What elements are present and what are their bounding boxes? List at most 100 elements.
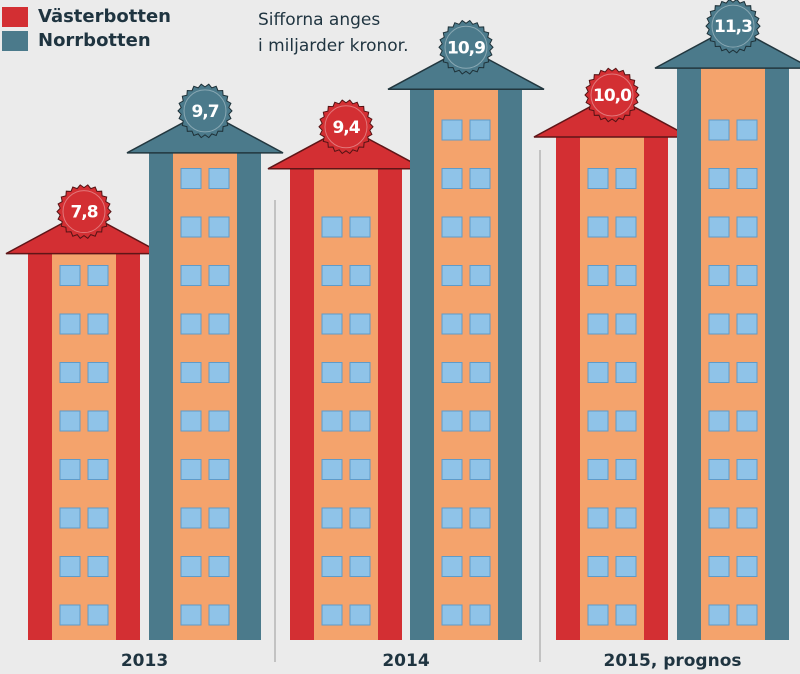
window xyxy=(470,363,490,383)
x-tick-label: 2013 xyxy=(121,651,168,671)
window xyxy=(350,217,370,237)
window xyxy=(470,314,490,334)
window xyxy=(209,557,229,577)
window xyxy=(709,411,729,431)
window xyxy=(350,605,370,625)
window xyxy=(470,508,490,528)
window xyxy=(616,314,636,334)
window xyxy=(209,266,229,286)
window xyxy=(181,508,201,528)
window xyxy=(322,411,342,431)
window xyxy=(350,557,370,577)
window xyxy=(209,169,229,189)
window xyxy=(442,314,462,334)
window xyxy=(209,314,229,334)
value-label: 10,9 xyxy=(447,38,485,58)
window xyxy=(322,460,342,480)
window xyxy=(88,314,108,334)
window xyxy=(350,266,370,286)
window xyxy=(616,266,636,286)
value-label: 9,4 xyxy=(332,118,360,138)
window xyxy=(181,169,201,189)
window xyxy=(470,120,490,140)
window xyxy=(442,605,462,625)
x-tick-label: 2015, prognos xyxy=(604,651,742,671)
window xyxy=(737,460,757,480)
window xyxy=(350,460,370,480)
window xyxy=(350,363,370,383)
window xyxy=(588,266,608,286)
window xyxy=(709,217,729,237)
window xyxy=(588,557,608,577)
window xyxy=(616,363,636,383)
window xyxy=(209,460,229,480)
window xyxy=(709,363,729,383)
window xyxy=(737,363,757,383)
window xyxy=(442,411,462,431)
window xyxy=(181,557,201,577)
x-tick-label: 2014 xyxy=(382,651,429,671)
window xyxy=(60,557,80,577)
window xyxy=(470,217,490,237)
window xyxy=(181,411,201,431)
window xyxy=(88,266,108,286)
window xyxy=(181,314,201,334)
window xyxy=(737,169,757,189)
window xyxy=(470,266,490,286)
window xyxy=(442,266,462,286)
window xyxy=(209,217,229,237)
window xyxy=(616,460,636,480)
window xyxy=(88,605,108,625)
window xyxy=(442,217,462,237)
window xyxy=(181,460,201,480)
window xyxy=(322,363,342,383)
window xyxy=(616,557,636,577)
window xyxy=(588,217,608,237)
window xyxy=(709,120,729,140)
window xyxy=(709,169,729,189)
window xyxy=(181,266,201,286)
window xyxy=(737,266,757,286)
window xyxy=(737,411,757,431)
window xyxy=(60,605,80,625)
window xyxy=(588,411,608,431)
window xyxy=(88,557,108,577)
window xyxy=(88,363,108,383)
legend-swatch xyxy=(2,7,28,27)
window xyxy=(60,411,80,431)
window xyxy=(737,120,757,140)
window xyxy=(709,266,729,286)
window xyxy=(470,411,490,431)
window xyxy=(616,169,636,189)
window xyxy=(588,605,608,625)
window xyxy=(322,508,342,528)
window xyxy=(322,557,342,577)
window xyxy=(588,460,608,480)
window xyxy=(181,363,201,383)
window xyxy=(709,314,729,334)
window xyxy=(322,605,342,625)
window xyxy=(737,508,757,528)
window xyxy=(588,169,608,189)
window xyxy=(60,460,80,480)
window xyxy=(350,508,370,528)
window xyxy=(470,460,490,480)
window xyxy=(737,314,757,334)
window xyxy=(209,605,229,625)
window xyxy=(616,411,636,431)
legend-swatch xyxy=(2,31,28,51)
window xyxy=(322,266,342,286)
window xyxy=(322,314,342,334)
window xyxy=(737,217,757,237)
legend-label: Norrbotten xyxy=(38,30,151,51)
window xyxy=(737,557,757,577)
window xyxy=(470,605,490,625)
window xyxy=(588,508,608,528)
window xyxy=(322,217,342,237)
annotation: Sifforna anges xyxy=(258,10,380,30)
window xyxy=(737,605,757,625)
window xyxy=(60,363,80,383)
window xyxy=(350,314,370,334)
window xyxy=(442,460,462,480)
window xyxy=(616,508,636,528)
